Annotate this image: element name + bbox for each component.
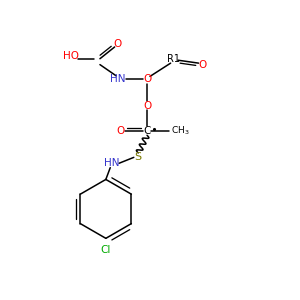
Text: CH$_3$: CH$_3$ <box>171 124 189 137</box>
Text: R1: R1 <box>167 54 180 64</box>
Text: HN: HN <box>110 74 125 84</box>
Text: C: C <box>143 126 151 136</box>
Text: O: O <box>199 60 207 70</box>
Text: O: O <box>143 101 151 111</box>
Text: HO: HO <box>62 51 79 61</box>
Text: HN: HN <box>104 158 119 168</box>
Text: Cl: Cl <box>100 245 111 255</box>
Text: S: S <box>135 152 142 162</box>
Text: O: O <box>113 39 122 49</box>
Text: O: O <box>143 74 151 84</box>
Text: O: O <box>116 126 125 136</box>
